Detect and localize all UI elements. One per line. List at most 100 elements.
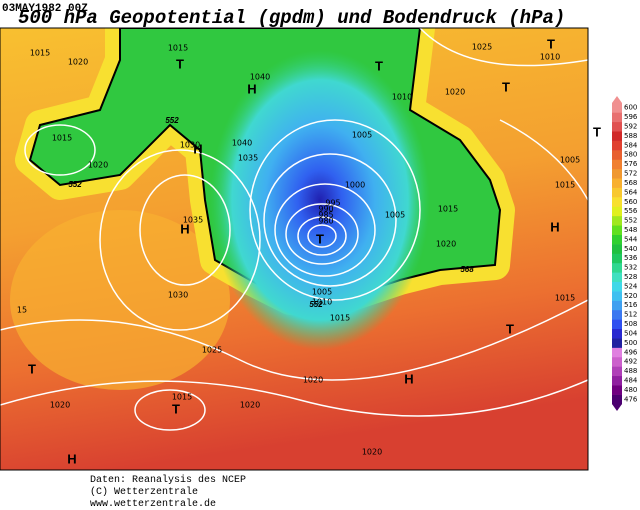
colorbar-swatch	[612, 206, 622, 217]
colorbar-label: 556	[624, 207, 638, 215]
colorbar-swatch	[612, 356, 622, 367]
pressure-center: T	[593, 124, 601, 139]
colorbar-label: 548	[624, 226, 637, 234]
isobar-label: 1015	[172, 393, 192, 402]
pressure-center: H	[180, 221, 189, 236]
colorbar-top-arrow	[612, 96, 622, 103]
isobar-label: 995	[325, 199, 340, 208]
isobar-label: 980	[318, 217, 333, 226]
isobar-label: 15	[17, 306, 27, 315]
isobar-label: 1020	[240, 401, 260, 410]
colorbar-swatch	[612, 178, 622, 188]
pressure-center: H	[67, 451, 76, 466]
colorbar-swatch	[612, 197, 622, 207]
colorbar-label: 580	[624, 151, 637, 159]
colorbar-bottom-arrow	[612, 404, 622, 411]
colorbar-label: 584	[624, 141, 638, 149]
pressure-center: H	[404, 371, 413, 386]
colorbar-swatch	[612, 253, 622, 264]
height-label: 552	[309, 300, 323, 309]
isobar-label: 1020	[50, 401, 70, 410]
colorbar-swatch	[612, 328, 622, 339]
colorbar-swatch	[612, 319, 622, 330]
colorbar-label: 524	[624, 282, 638, 290]
colorbar-swatch	[612, 385, 622, 395]
colorbar-swatch	[612, 309, 622, 320]
colorbar-swatch	[612, 215, 622, 226]
colorbar-label: 588	[624, 132, 637, 140]
colorbar-label: 532	[624, 264, 637, 272]
footer-line: (C) Wetterzentrale	[90, 486, 198, 498]
colorbar-swatch	[612, 394, 622, 405]
isobar-label: 1005	[560, 156, 580, 165]
colorbar-label: 516	[624, 301, 638, 309]
colorbar-swatch	[612, 262, 622, 273]
isobar-label: 1035	[183, 216, 203, 225]
colorbar-swatch	[612, 159, 622, 170]
colorbar-label: 592	[624, 123, 637, 131]
isobar-label: 1040	[232, 139, 252, 148]
isobar-label: 1015	[30, 49, 50, 58]
colorbar-swatch	[612, 131, 622, 141]
isobar-label: 1020	[303, 376, 323, 385]
pressure-center: T	[28, 361, 36, 376]
colorbar-swatch	[612, 300, 622, 311]
colorbar-swatch	[612, 168, 622, 179]
isobar-label: 1025	[202, 346, 222, 355]
colorbar-swatch	[612, 112, 622, 123]
colorbar-label: 504	[624, 329, 638, 337]
colorbar: 4764804844884924965005045085125165205245…	[612, 96, 638, 411]
colorbar-swatch	[612, 234, 622, 245]
footer-line: Daten: Reanalysis des NCEP	[90, 474, 246, 486]
colorbar-label: 480	[624, 386, 637, 394]
isobar-label: 1020	[362, 448, 382, 457]
colorbar-label: 600	[624, 104, 637, 112]
pressure-center: H	[193, 141, 202, 156]
isobar-label: 990	[318, 205, 333, 214]
map-frame	[0, 27, 589, 471]
isobar-label: 1020	[445, 88, 465, 97]
colorbar-swatch	[612, 140, 622, 151]
pressure-center: T	[316, 231, 324, 246]
colorbar-label: 476	[624, 395, 638, 403]
colorbar-swatch	[612, 338, 622, 348]
colorbar-label: 484	[624, 376, 638, 384]
colorbar-label: 544	[624, 235, 638, 243]
colorbar-swatch	[612, 150, 622, 160]
isobars	[0, 28, 588, 431]
colorbar-swatch	[612, 187, 622, 198]
colorbar-swatch	[612, 225, 622, 235]
title: 500 hPa Geopotential (gpdm) und Bodendru…	[18, 7, 565, 29]
pressure-center: T	[547, 36, 555, 51]
colorbar-swatch	[612, 347, 622, 358]
isobar-label: 1005	[385, 211, 405, 220]
isobar-label: 1040	[250, 73, 270, 82]
isobar-label: 1000	[345, 181, 365, 190]
isobar-label: 1015	[168, 44, 188, 53]
colorbar-label: 492	[624, 358, 637, 366]
height-label: 552	[165, 116, 179, 125]
pressure-center: T	[172, 401, 180, 416]
colorbar-label: 572	[624, 170, 637, 178]
colorbar-swatch	[612, 291, 622, 301]
colorbar-swatch	[612, 281, 622, 292]
pressure-center: T	[502, 79, 510, 94]
colorbar-label: 496	[624, 348, 638, 356]
isobar-label: 1035	[238, 154, 258, 163]
isobar-label: 1020	[68, 58, 88, 67]
isobar-label: 1010	[312, 298, 332, 307]
isobar-label: 1015	[438, 205, 458, 214]
isobar-label: 1015	[330, 314, 350, 323]
colorbar-label: 500	[624, 339, 637, 347]
colorbar-swatch	[612, 272, 622, 283]
pressure-center: H	[247, 81, 256, 96]
isobar-label: 1015	[52, 134, 72, 143]
colorbar-label: 540	[624, 245, 637, 253]
isobar-label: 1030	[180, 141, 200, 150]
colorbar-label: 488	[624, 367, 637, 375]
colorbar-swatch	[612, 366, 622, 377]
isobar-label: 1025	[472, 43, 492, 52]
colorbar-swatch	[612, 121, 622, 132]
isobar-label: 1020	[88, 161, 108, 170]
isobar-label: 1015	[555, 181, 575, 190]
